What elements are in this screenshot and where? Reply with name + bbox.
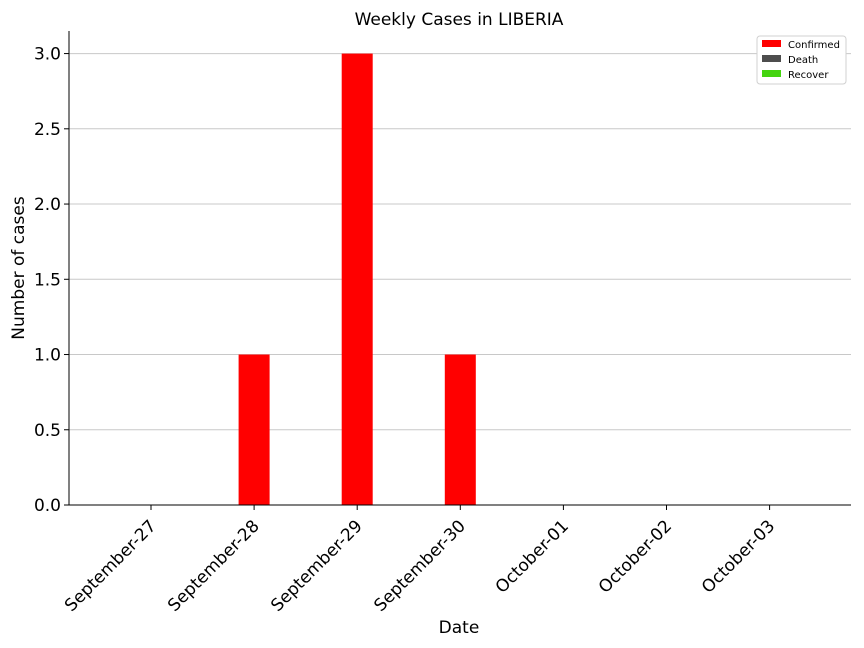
y-tick-label: 0.5 [34,421,61,441]
x-tick-label: October-02 [595,516,676,597]
x-tick-label: September-30 [370,516,469,615]
y-ticks: 0.0 0.5 1.0 1.5 2.0 2.5 3.0 [34,45,69,516]
x-axis-label: Date [439,618,480,638]
grid-lines [69,53,851,431]
x-tick-label: October-01 [492,516,573,597]
x-tick-label: September-29 [267,516,366,615]
bar-confirmed-september-28 [238,354,270,505]
legend-swatch-recover [762,70,781,77]
y-tick-label: 3.0 [34,45,61,65]
y-tick-label: 2.5 [34,120,61,140]
y-tick-label: 1.0 [34,346,61,366]
bar-confirmed-september-30 [444,354,476,505]
bars [238,53,476,505]
x-tick-label: October-03 [698,516,779,597]
legend-swatch-death [762,55,781,62]
chart-title: Weekly Cases in LIBERIA [355,10,564,30]
legend-label-death: Death [788,55,818,66]
legend-swatch-confirmed [762,40,781,47]
y-axis-label: Number of cases [9,196,29,340]
y-tick-label: 1.5 [34,270,61,290]
x-tick-label: September-28 [164,516,263,615]
x-tick-label: September-27 [61,516,160,615]
legend: Confirmed Death Recover [756,35,847,85]
legend-label-confirmed: Confirmed [788,40,840,51]
legend-label-recover: Recover [788,70,829,81]
y-tick-label: 0.0 [34,496,61,516]
y-tick-label: 2.0 [34,195,61,215]
bar-confirmed-september-29 [341,53,373,505]
x-ticks: September-27 September-28 September-29 Sept… [61,505,779,616]
